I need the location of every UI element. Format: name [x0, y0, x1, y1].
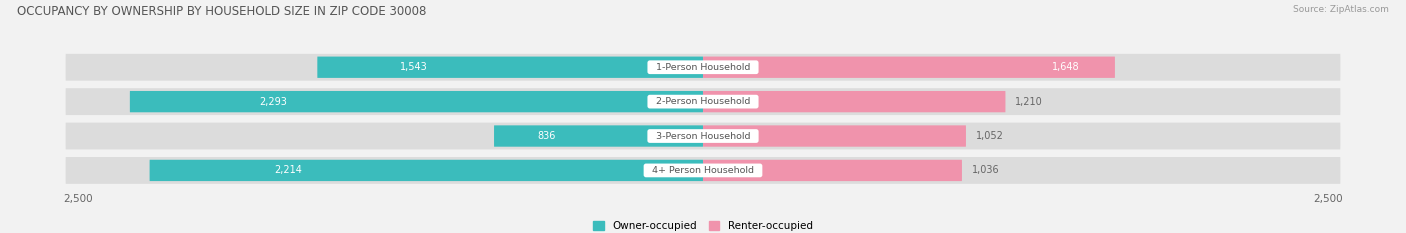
FancyBboxPatch shape: [149, 160, 703, 181]
Text: 1,036: 1,036: [972, 165, 1000, 175]
FancyBboxPatch shape: [494, 125, 703, 147]
Text: 1-Person Household: 1-Person Household: [650, 63, 756, 72]
Text: 1,210: 1,210: [1015, 97, 1043, 107]
Text: 4+ Person Household: 4+ Person Household: [645, 166, 761, 175]
Text: OCCUPANCY BY OWNERSHIP BY HOUSEHOLD SIZE IN ZIP CODE 30008: OCCUPANCY BY OWNERSHIP BY HOUSEHOLD SIZE…: [17, 5, 426, 18]
FancyBboxPatch shape: [703, 160, 962, 181]
Text: 2,214: 2,214: [274, 165, 302, 175]
FancyBboxPatch shape: [66, 88, 1340, 115]
FancyBboxPatch shape: [129, 91, 703, 112]
Text: 2-Person Household: 2-Person Household: [650, 97, 756, 106]
FancyBboxPatch shape: [703, 57, 1115, 78]
FancyBboxPatch shape: [66, 157, 1340, 184]
Text: 1,052: 1,052: [976, 131, 1004, 141]
FancyBboxPatch shape: [703, 91, 1005, 112]
FancyBboxPatch shape: [318, 57, 703, 78]
FancyBboxPatch shape: [66, 123, 1340, 149]
Text: 3-Person Household: 3-Person Household: [650, 131, 756, 140]
FancyBboxPatch shape: [66, 54, 1340, 81]
Text: 1,543: 1,543: [399, 62, 427, 72]
Text: 2,293: 2,293: [259, 97, 287, 107]
Text: 1,648: 1,648: [1052, 62, 1080, 72]
FancyBboxPatch shape: [703, 125, 966, 147]
Text: Source: ZipAtlas.com: Source: ZipAtlas.com: [1294, 5, 1389, 14]
Legend: Owner-occupied, Renter-occupied: Owner-occupied, Renter-occupied: [589, 217, 817, 233]
Text: 836: 836: [537, 131, 555, 141]
